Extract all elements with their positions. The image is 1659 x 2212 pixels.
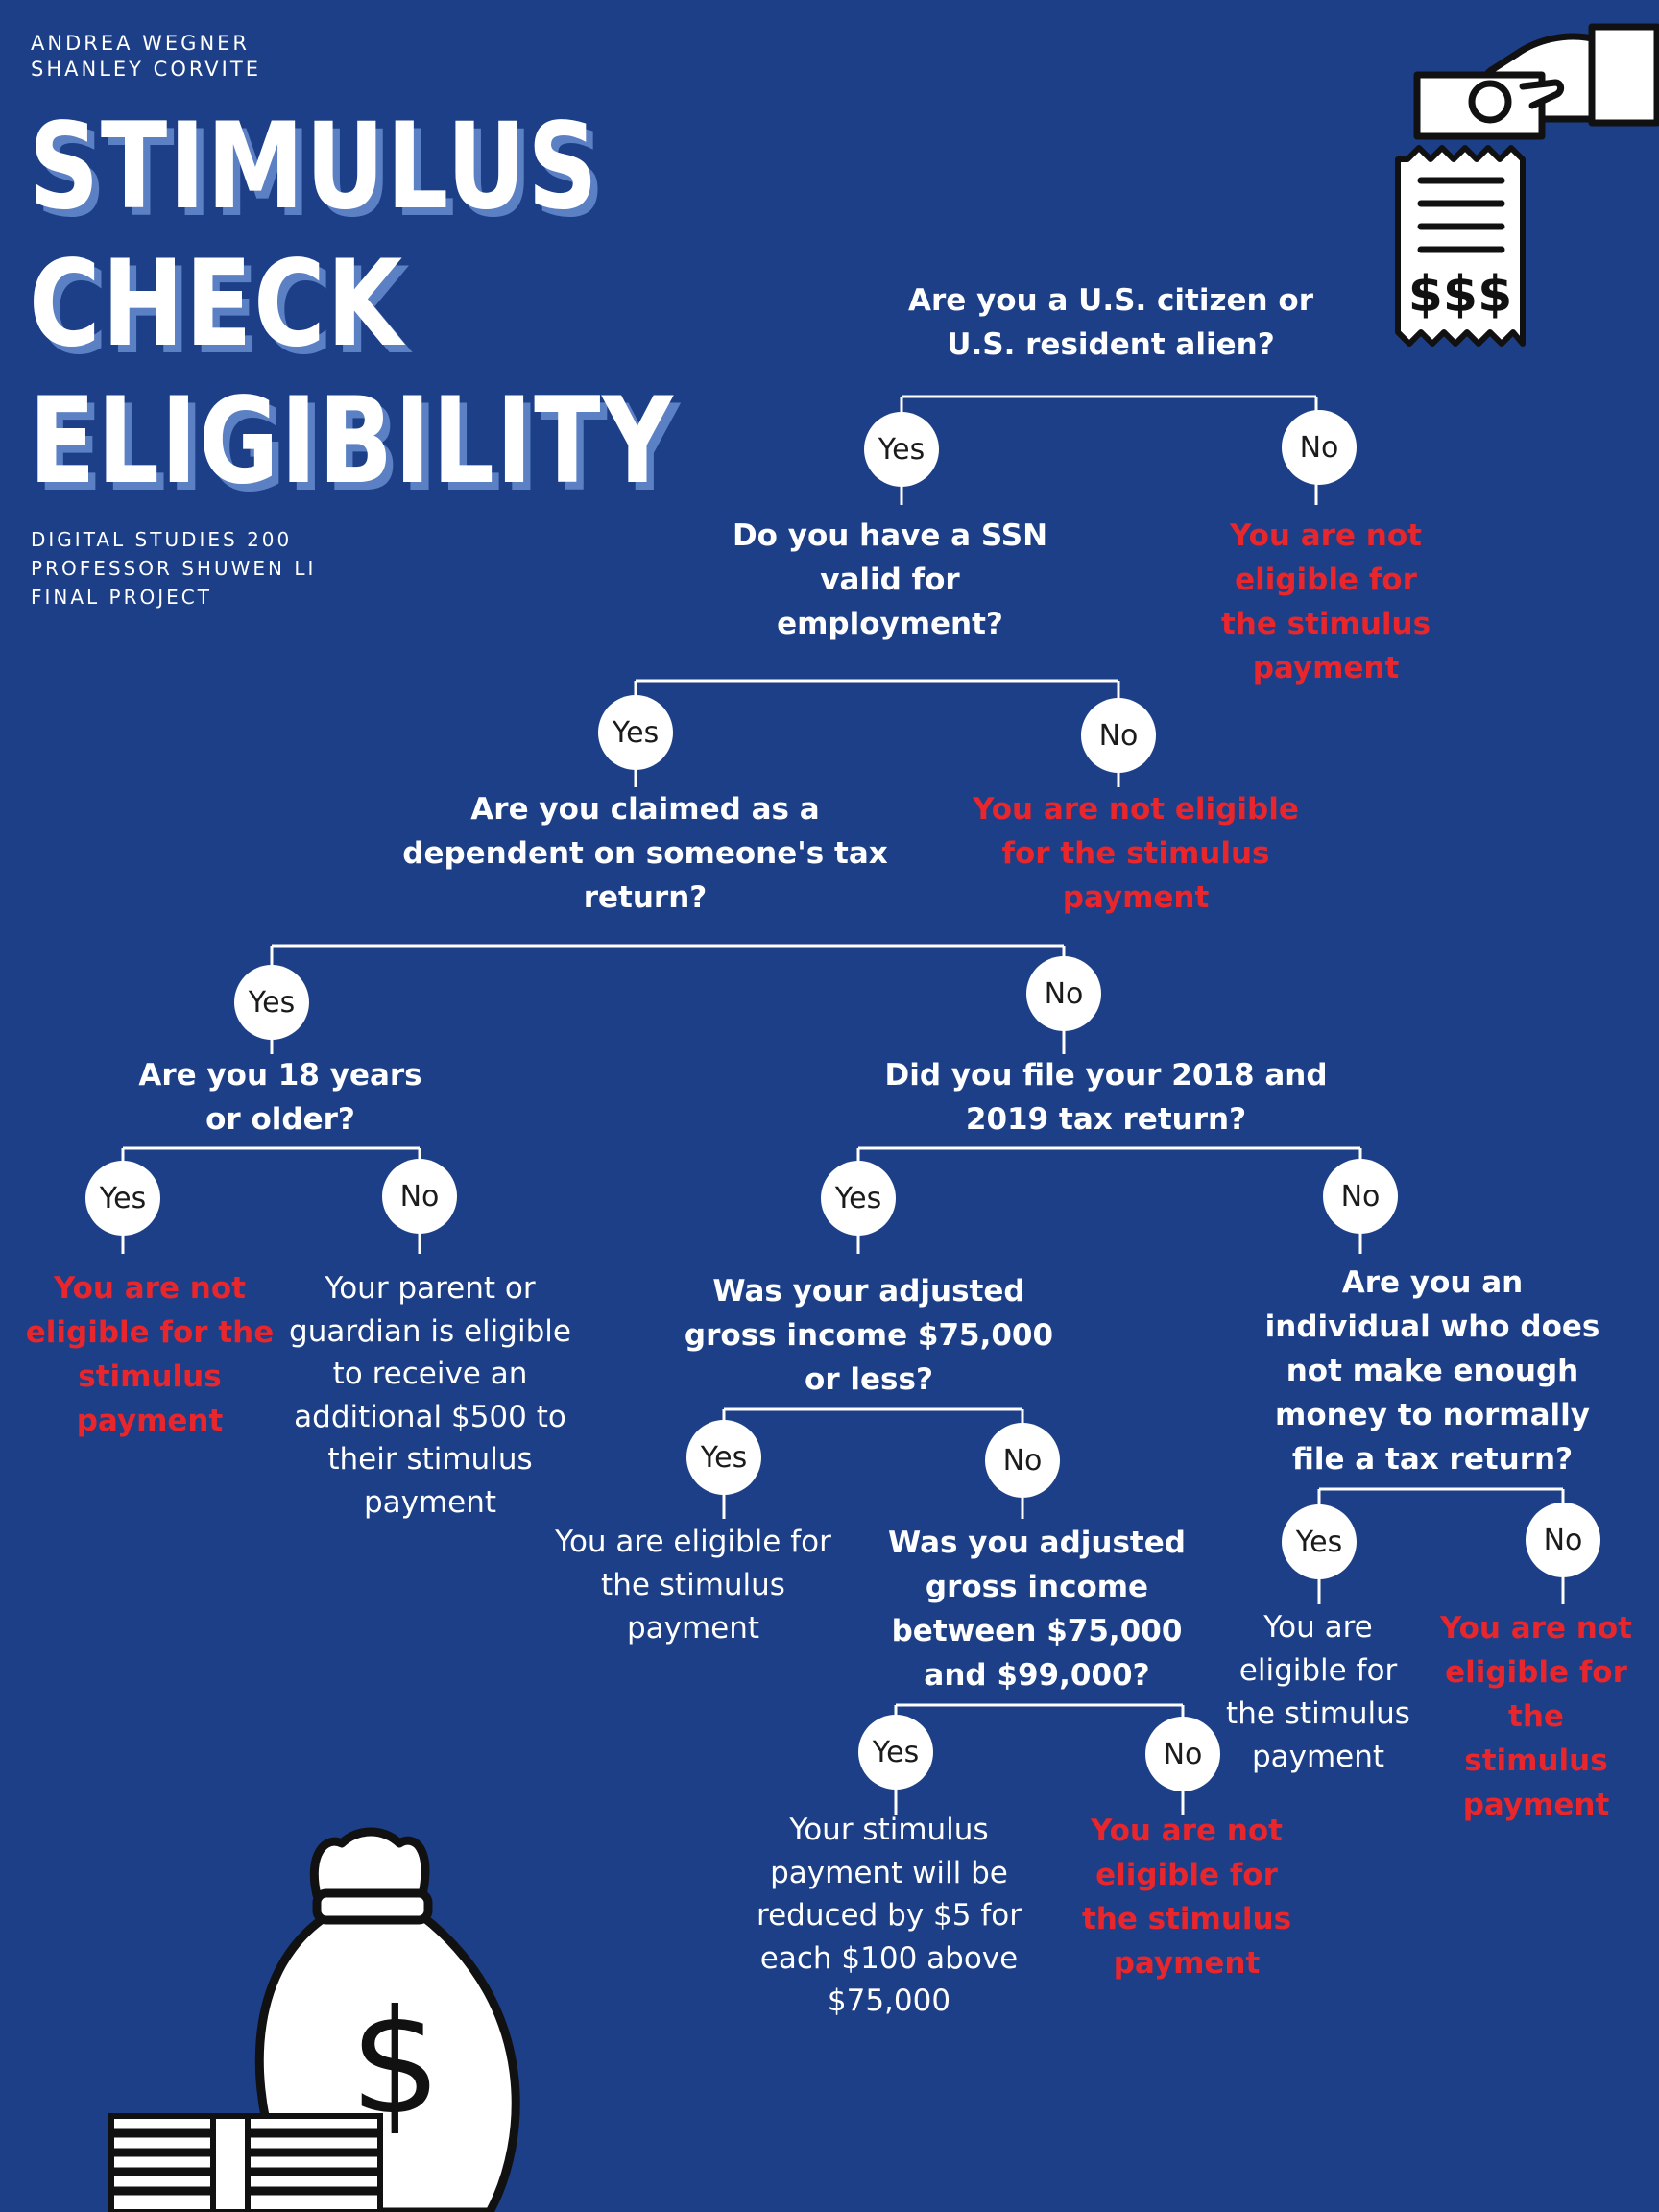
answer-yes-node: Yes <box>598 695 673 770</box>
outcome-not-eligible: You are not eligible for the stimulus pa… <box>1440 1611 1632 1822</box>
question-low-income-non-filer: Are you an individual who does not make … <box>1264 1265 1600 1477</box>
outcome-not-eligible: You are not eligible for the stimulus pa… <box>1081 1814 1292 1981</box>
outcome-not-eligible: You are not eligible for the stimulus pa… <box>973 792 1299 915</box>
question-18-or-older: Are you 18 years or older? <box>138 1058 422 1137</box>
answer-yes-node: Yes <box>234 965 309 1040</box>
cash-stack-icon <box>108 2113 383 2212</box>
author-name: SHANLEY CORVITE <box>31 58 261 81</box>
course-line: FINAL PROJECT <box>31 586 212 609</box>
answer-yes-node: Yes <box>85 1161 160 1236</box>
question-us-citizen: Are you a U.S. citizen or U.S. resident … <box>908 283 1313 362</box>
answer-yes-node: Yes <box>864 412 939 487</box>
outcome-parent-additional-500: Your parent or guardian is eligible to r… <box>289 1271 571 1520</box>
question-agi-75000-to-99000: Was you adjusted gross income between $7… <box>888 1526 1186 1693</box>
outcome-not-eligible: You are not eligible for the stimulus pa… <box>25 1271 275 1438</box>
author-name: ANDREA WEGNER <box>31 32 251 55</box>
answer-yes-node: Yes <box>821 1161 896 1236</box>
answer-no-node: No <box>1145 1717 1220 1791</box>
outcome-eligible: You are eligible for the stimulus paymen… <box>1226 1610 1410 1774</box>
outcome-reduced-payment: Your stimulus payment will be reduced by… <box>757 1813 1022 2018</box>
answer-yes-node: Yes <box>858 1715 933 1790</box>
hand-holding-coin-icon <box>1413 23 1659 140</box>
question-ssn-valid: Do you have a SSN valid for employment? <box>732 518 1048 641</box>
answer-no-node: No <box>1026 956 1101 1031</box>
question-agi-75000-or-less: Was your adjusted gross income $75,000 o… <box>684 1274 1054 1397</box>
question-claimed-dependent: Are you claimed as a dependent on someon… <box>402 792 888 915</box>
title-line: STIMULUS <box>29 98 600 236</box>
question-filed-tax-returns: Did you file your 2018 and 2019 tax retu… <box>884 1058 1328 1137</box>
answer-no-node: No <box>1282 410 1357 485</box>
answer-yes-node: Yes <box>1282 1504 1357 1579</box>
answer-no-node: No <box>1323 1159 1398 1234</box>
title-line: CHECK <box>29 235 404 373</box>
answer-yes-node: Yes <box>686 1420 761 1495</box>
answer-no-node: No <box>1526 1503 1600 1577</box>
answer-no-node: No <box>1081 698 1156 773</box>
outcome-not-eligible: You are not eligible for the stimulus pa… <box>1220 518 1431 685</box>
title-line: ELIGIBILITY <box>29 373 675 511</box>
course-line: PROFESSOR SHUWEN LI <box>31 557 317 580</box>
receipt-icon: $$$ <box>1395 145 1526 347</box>
outcome-eligible: You are eligible for the stimulus paymen… <box>555 1525 831 1646</box>
answer-no-node: No <box>382 1159 457 1234</box>
course-line: DIGITAL STUDIES 200 <box>31 528 293 551</box>
receipt-dollar-text: $$$ <box>1408 266 1513 324</box>
answer-no-node: No <box>985 1423 1060 1498</box>
